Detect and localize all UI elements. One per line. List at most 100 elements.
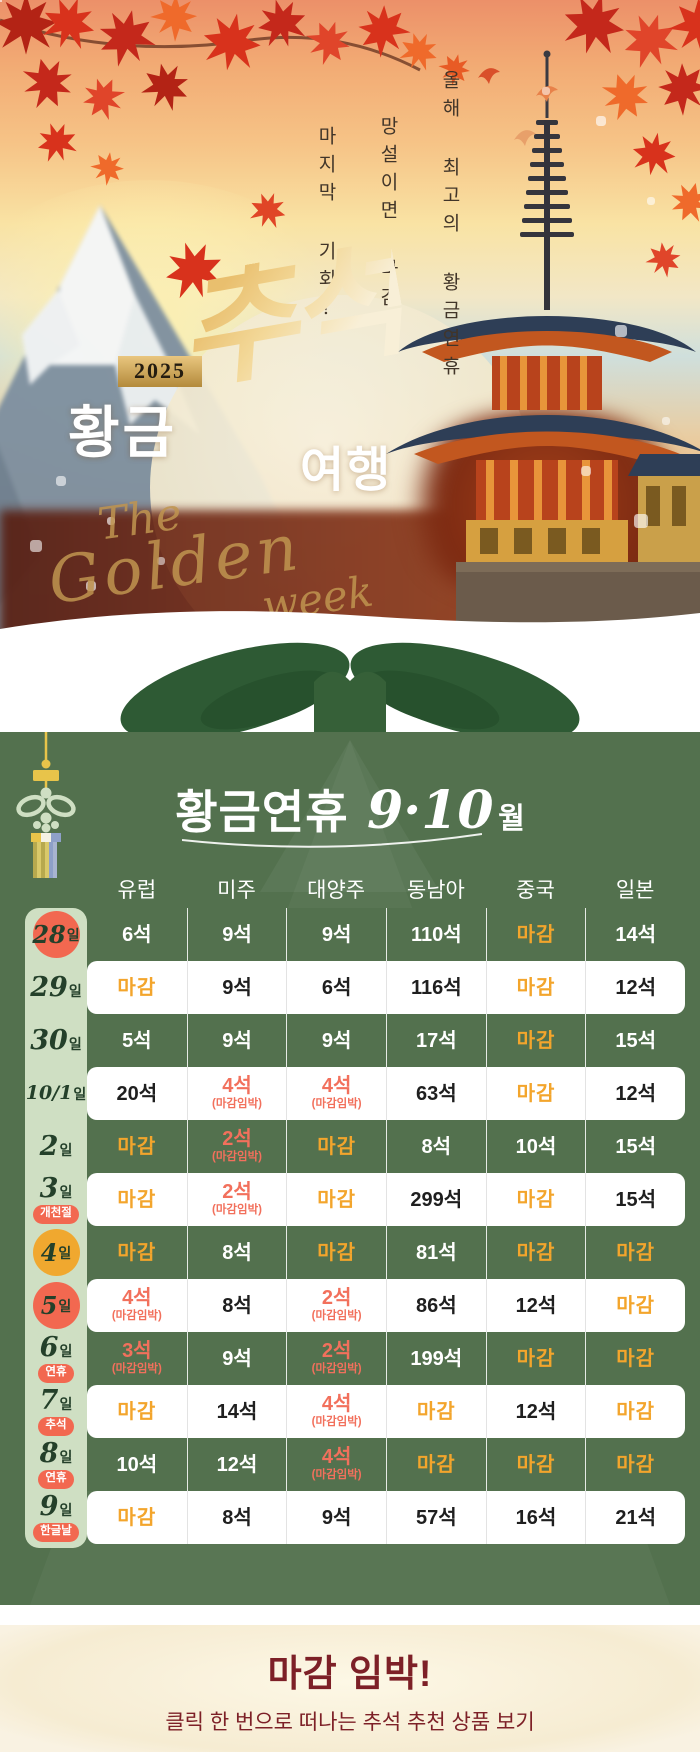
seat-cell: 마감: [585, 1279, 685, 1332]
date-cell: 9 일 한글날: [25, 1491, 87, 1544]
seat-value: 199석: [410, 1347, 463, 1370]
seat-value: 마감: [317, 1241, 357, 1264]
footer-banner[interactable]: 마감 임박! 클릭 한 번으로 떠나는 추석 추천 상품 보기: [0, 1625, 700, 1752]
urgent-label: (마감임박): [311, 1098, 362, 1111]
seat-value: 마감: [516, 976, 556, 999]
column-header: 일본: [615, 879, 655, 902]
maple-leaves-decor: [0, 0, 700, 307]
seat-value: 2석: [321, 1340, 352, 1363]
seat-value: 9석: [222, 976, 252, 999]
seat-value: 마감: [616, 1400, 656, 1423]
seat-cell: 마감: [87, 1226, 187, 1279]
footer-cta-text[interactable]: 클릭 한 번으로 떠나는 추석 추천 상품 보기: [165, 1711, 535, 1734]
seat-cell: 9석: [186, 961, 287, 1014]
date-label: 30 일: [30, 1027, 81, 1054]
column-header: 유럽: [117, 879, 157, 902]
seat-value: 마감: [516, 1347, 556, 1370]
seat-value: 63석: [415, 1082, 457, 1105]
seat-value: 12석: [216, 1453, 258, 1476]
seat-cell: 8석: [186, 1491, 287, 1544]
seat-value: 8석: [222, 1241, 252, 1264]
seat-value: 4석: [222, 1075, 252, 1098]
seat-cell: 2석 (마감임박): [286, 1332, 386, 1385]
seat-value: 9석: [222, 1029, 252, 1052]
table-row: 5 일 4석 (마감임박) 8석 2석 (마감임박) 86석 12석 마감: [25, 1279, 685, 1332]
seat-cell: 3석 (마감임박): [87, 1332, 187, 1385]
seat-cell: 10석: [87, 1438, 187, 1491]
seat-value: 17석: [415, 1029, 457, 1052]
date-rail: [25, 908, 87, 1548]
seat-cell: 4석 (마감임박): [286, 1385, 386, 1438]
seat-value: 마감: [516, 1082, 556, 1105]
holiday-tag: 추석: [38, 1417, 74, 1436]
seat-value: 8석: [421, 1135, 452, 1158]
table-row: 3 일 개천절 마감 2석 (마감임박) 마감 299석 마감 15석: [25, 1173, 685, 1226]
seat-value: 9석: [321, 923, 352, 946]
date-number: 5: [40, 1290, 58, 1320]
seat-value: 9석: [321, 1506, 352, 1529]
seat-cell: 마감: [485, 908, 586, 961]
seat-cell: 81석: [385, 1226, 486, 1279]
urgent-label: (마감임박): [311, 1310, 362, 1323]
holiday-tag: 연휴: [38, 1470, 74, 1489]
row-cells: 마감 2석 (마감임박) 마감 8석 10석 15석: [87, 1120, 685, 1173]
seat-value: 15석: [615, 1029, 656, 1052]
holiday-tag: 한글날: [33, 1523, 79, 1542]
seat-value: 9석: [321, 1029, 352, 1052]
title-yeohaeng: 여행: [300, 442, 393, 498]
crane-icon: [478, 68, 558, 146]
holiday-tag: 연휴: [38, 1364, 74, 1383]
date-number: 3: [39, 1173, 59, 1205]
seat-value: 마감: [416, 1453, 456, 1476]
seat-cell: 마감: [385, 1438, 486, 1491]
row-cells: 마감 8석 마감 81석 마감 마감: [87, 1226, 685, 1279]
seat-value: 10석: [116, 1453, 158, 1476]
pagoda-illustration: [386, 50, 700, 660]
date-cell: 8 일 연휴: [25, 1438, 87, 1491]
column-header: 동남아: [406, 879, 465, 902]
table-head: 유럽 미주 대양주 동남아 중국 일본: [25, 874, 685, 904]
seat-cell: 마감: [585, 1438, 685, 1491]
seat-value: 마감: [117, 1135, 157, 1158]
seat-cell: 15석: [585, 1173, 685, 1226]
seat-value: 마감: [117, 1400, 157, 1423]
date-suffix: 일: [66, 926, 80, 943]
date-cell: 29 일: [25, 961, 87, 1014]
seat-value: 마감: [516, 1188, 556, 1211]
table-row: 2 일 마감 2석 (마감임박) 마감 8석 10석 15석: [25, 1120, 685, 1173]
seat-value: 마감: [516, 923, 556, 946]
vertical-tagline-1: 올해 최고의 황금연휴: [439, 70, 461, 384]
seat-cell: 10석: [485, 1120, 586, 1173]
date-cell: 7 일 추석: [25, 1385, 87, 1438]
seat-cell: 마감: [485, 1226, 586, 1279]
date-number: 4: [40, 1237, 58, 1267]
seat-cell: 9석: [286, 1014, 386, 1067]
seat-value: 4석: [321, 1446, 352, 1469]
vertical-tagline-2: 망설이면 마감: [377, 116, 399, 315]
wave-divider: [0, 611, 700, 660]
row-cells: 6석 9석 9석 110석 마감 14석: [87, 908, 685, 961]
seat-cell: 4석 (마감임박): [87, 1279, 187, 1332]
date-marker-circle: 28 일: [32, 911, 80, 958]
availability-section: 황금연휴 9·10 월 유럽 미주 대양주 동남아 중국 일본 28 일 6석 9석 9석 110석…: [0, 732, 700, 1605]
seat-cell: 8석: [186, 1226, 287, 1279]
seat-value: 8석: [222, 1506, 252, 1529]
date-number: 30: [30, 1025, 68, 1056]
date-number: 7: [39, 1385, 59, 1417]
table-row: 29 일 마감 9석 6석 116석 마감 12석: [25, 961, 685, 1014]
date-suffix: 일: [59, 1502, 73, 1519]
title-hwanggeum: 황금: [68, 400, 178, 466]
seat-cell: 9석: [186, 1014, 287, 1067]
hero-banner: 올해 최고의 황금연휴 망설이면 마감 마지막 기회! 2025 황금 추석 여…: [0, 0, 700, 660]
seat-cell: 299석: [385, 1173, 486, 1226]
seat-cell: 마감: [87, 1173, 187, 1226]
urgent-label: (마감임박): [311, 1363, 362, 1376]
date-number: 2: [39, 1131, 59, 1162]
date-suffix: 일: [58, 1244, 72, 1261]
seat-cell: 마감: [286, 1226, 386, 1279]
seat-cell: 마감: [87, 1385, 187, 1438]
table-row: 28 일 6석 9석 9석 110석 마감 14석: [25, 908, 685, 961]
